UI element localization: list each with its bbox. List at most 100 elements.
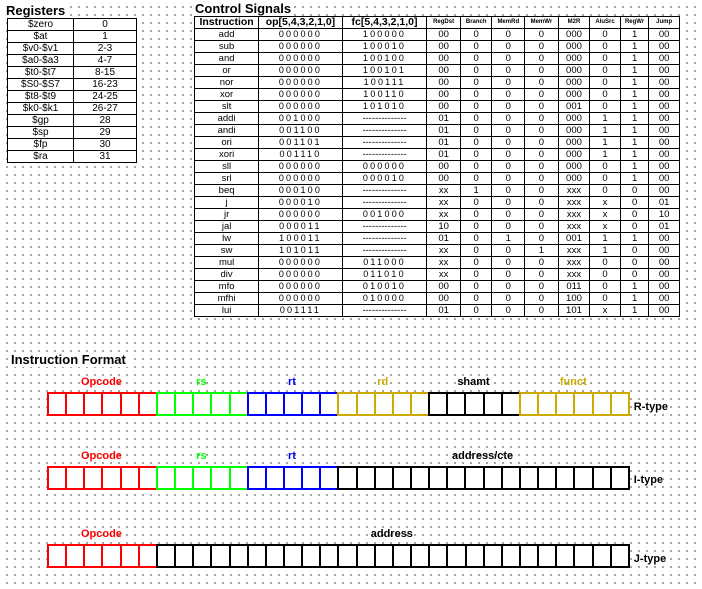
signal-cell: 011010 [341,268,428,281]
signal-cell: 0 [619,220,650,233]
signal-cell: 0 [589,40,621,53]
bit-cell [466,468,485,488]
signal-cell: -------------- [341,232,428,245]
signal-cell: 0 [589,172,621,185]
bit-cell [521,546,540,566]
signal-cell: 0 [459,136,493,149]
bit-cell [394,394,413,414]
signal-cell: 000000 [341,160,428,173]
instruction-name: xor [193,88,260,101]
signal-cell: 000000 [258,292,343,305]
signal-cell: 000 [557,52,591,65]
signal-cell: -------------- [341,196,428,209]
instruction-format-title: Instruction Format [9,352,128,367]
signal-cell: 000000 [258,208,343,221]
control-row: srl 000000 000010 00 0 0 0 000 0 1 00 [193,172,680,185]
signal-cell: xx [426,244,461,257]
bit-cell [285,546,304,566]
signal-cell: 1 [619,28,650,41]
register-name: $fp [7,138,74,151]
instruction-name: mul [193,256,260,269]
register-row: $t0-$t7 8-15 [7,66,137,79]
register-row: $gp 28 [7,114,137,127]
signal-cell: 100011 [258,232,343,245]
bit-cell [412,394,428,414]
column-header: MemRd [491,16,526,29]
signal-cell: 1 [619,148,650,161]
bit-cell [594,394,612,414]
signal-cell: 00 [648,280,680,293]
signal-cell: 000 [557,76,591,89]
bit-cell [539,546,558,566]
column-header: Jump [648,16,680,29]
bit-cell [85,546,104,566]
signal-cell: 0 [459,160,493,173]
register-name: $zero [7,18,74,31]
signal-cell: 0 [459,268,493,281]
field-rd-bits [337,392,431,416]
bit-cell [194,546,213,566]
signal-cell: 0 [619,268,650,281]
signal-cell: 0 [619,196,650,209]
signal-cell: 0 [491,304,526,317]
bit-cell [85,468,104,488]
bit-cell [140,546,156,566]
bit-cell [85,394,104,414]
bit-cell [376,546,394,566]
signal-cell: 1 [589,232,621,245]
control-row: lui 001111 -------------- 01 0 0 0 101 x 1 00 [193,304,680,317]
signal-cell: 001100 [258,124,343,137]
register-name: $ra [7,150,74,163]
signal-cell: xxx [557,208,591,221]
signal-cell: 0 [619,256,650,269]
signal-cell: xx [426,184,461,197]
signal-cell: 1 [619,40,650,53]
signal-cell: xxx [557,244,591,257]
signal-cell: 10 [426,220,461,233]
signal-cell: 00 [648,88,680,101]
register-number: 1 [73,30,137,43]
bit-cell [539,468,558,488]
signal-cell: 0 [589,52,621,65]
control-signals-header-row: Instruction op[5,4,3,2,1,0] fc[5,4,3,2,1,0… [193,16,680,29]
signal-cell: 0 [491,256,526,269]
control-row: or 000000 100101 00 0 0 0 000 0 1 00 [193,64,680,77]
signal-cell: 0 [459,112,493,125]
signal-cell: 01 [426,148,461,161]
signal-cell: 00 [648,172,680,185]
signal-cell: 000 [557,28,591,41]
control-row: andi 001100 -------------- 01 0 0 0 000 1 1 00 [193,124,680,137]
signal-cell: 0 [491,280,526,293]
bit-cell [249,546,267,566]
signal-cell: 0 [524,28,559,41]
field-label-opcode: Opcode [80,376,122,388]
signal-cell: 00 [648,184,680,197]
signal-cell: 1 [619,124,650,137]
signal-cell: 1 [619,160,650,173]
bit-cell [539,394,558,414]
signal-cell: 0 [491,112,526,125]
signal-cell: 0 [524,64,559,77]
instruction-name: j [193,196,260,209]
signal-cell: 010010 [341,280,428,293]
signal-cell: 000011 [258,220,343,233]
instruction-name: srl [193,172,260,185]
bit-cell [575,468,594,488]
signal-cell: 0 [589,88,621,101]
bit-cell [212,468,231,488]
signal-cell: 000 [557,124,591,137]
format-type-label: J-type [633,553,667,565]
signal-cell: 000 [557,172,591,185]
instruction-name: beq [193,184,260,197]
signal-cell: 000 [557,148,591,161]
signal-cell: 1 [619,172,650,185]
bit-cell [612,394,628,414]
bit-cell [412,546,431,566]
control-row: sub 000000 100010 00 0 0 0 000 0 1 00 [193,40,680,53]
signal-cell: 100111 [341,76,428,89]
signal-cell: 1 [459,184,493,197]
signal-cell: 1 [619,76,650,89]
signal-cell: 0 [491,136,526,149]
field-opcode-bits [47,466,158,490]
register-row: $t8-$t9 24-25 [7,90,137,103]
